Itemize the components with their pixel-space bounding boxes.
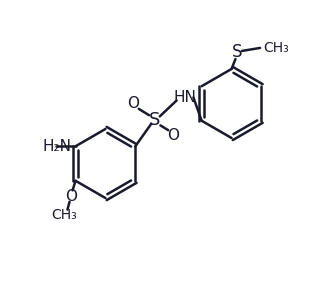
- Text: CH₃: CH₃: [52, 208, 77, 222]
- Text: O: O: [127, 96, 139, 111]
- Text: H₂N: H₂N: [42, 139, 71, 154]
- Text: CH₃: CH₃: [263, 41, 289, 55]
- Text: HN: HN: [174, 90, 196, 105]
- Text: O: O: [168, 128, 180, 143]
- Text: S: S: [149, 111, 161, 129]
- Text: S: S: [232, 43, 243, 61]
- Text: O: O: [65, 189, 77, 204]
